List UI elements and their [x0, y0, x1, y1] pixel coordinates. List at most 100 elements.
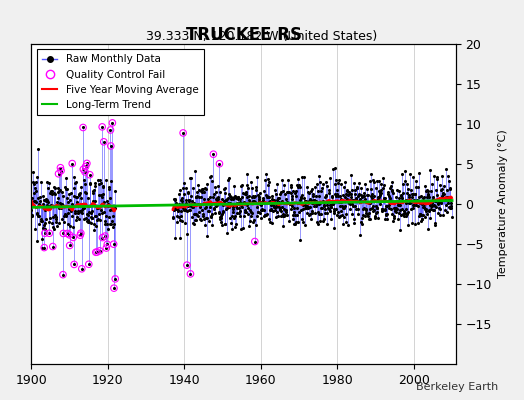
Point — [302, 198, 310, 204]
Point — [412, 178, 420, 184]
Point — [188, 214, 196, 220]
Point — [380, 195, 389, 202]
Point — [188, 198, 196, 204]
Point — [247, 213, 255, 220]
Point — [210, 190, 218, 197]
Point — [254, 209, 263, 215]
Point — [36, 203, 45, 209]
Point — [307, 188, 315, 194]
Point — [30, 185, 39, 192]
Point — [179, 130, 187, 136]
Point — [81, 169, 89, 175]
Point — [388, 186, 397, 193]
Point — [110, 241, 118, 247]
Point — [355, 180, 363, 186]
Point — [101, 233, 109, 239]
Point — [106, 127, 115, 133]
Point — [108, 120, 116, 126]
Point — [336, 199, 345, 206]
Point — [268, 192, 276, 199]
Point — [89, 188, 97, 194]
Point — [50, 190, 59, 196]
Point — [81, 181, 89, 187]
Point — [241, 207, 249, 213]
Point — [106, 206, 114, 213]
Point — [205, 218, 213, 224]
Point — [252, 187, 260, 193]
Point — [41, 230, 49, 236]
Point — [318, 185, 326, 192]
Point — [199, 196, 208, 202]
Point — [337, 195, 345, 202]
Point — [97, 207, 105, 213]
Point — [398, 171, 406, 178]
Point — [270, 187, 279, 193]
Point — [441, 195, 449, 202]
Point — [255, 189, 264, 196]
Point — [335, 214, 343, 220]
Point — [446, 185, 455, 192]
Point — [446, 200, 455, 206]
Point — [436, 206, 444, 212]
Point — [172, 206, 181, 212]
Point — [372, 185, 380, 191]
Point — [233, 210, 241, 216]
Point — [406, 197, 414, 204]
Point — [72, 194, 80, 200]
Point — [174, 201, 183, 208]
Point — [365, 200, 374, 206]
Point — [293, 184, 302, 190]
Point — [279, 188, 287, 194]
Point — [325, 175, 334, 181]
Point — [367, 195, 376, 201]
Point — [181, 206, 190, 212]
Point — [439, 190, 447, 196]
Point — [250, 217, 259, 223]
Point — [224, 174, 233, 181]
Point — [333, 212, 341, 218]
Point — [322, 192, 330, 198]
Point — [320, 203, 328, 209]
Point — [372, 203, 380, 209]
Point — [402, 197, 410, 203]
Point — [345, 191, 353, 197]
Point — [289, 216, 297, 222]
Point — [244, 184, 252, 191]
Point — [111, 188, 119, 194]
Point — [425, 208, 434, 214]
Point — [33, 174, 41, 180]
Point — [30, 190, 38, 196]
Point — [215, 189, 224, 195]
Point — [193, 188, 201, 195]
Point — [35, 221, 43, 227]
Point — [29, 201, 38, 208]
Point — [389, 200, 397, 206]
Point — [244, 205, 253, 211]
Point — [219, 202, 227, 208]
Point — [238, 204, 247, 211]
Point — [251, 192, 259, 199]
Point — [210, 206, 219, 212]
Point — [336, 203, 344, 209]
Point — [57, 205, 65, 211]
Point — [94, 177, 103, 183]
Point — [201, 205, 209, 211]
Point — [377, 190, 386, 196]
Point — [257, 206, 266, 212]
Point — [213, 183, 222, 190]
Point — [404, 208, 412, 215]
Point — [228, 204, 237, 210]
Point — [362, 207, 370, 213]
Point — [225, 191, 234, 198]
Point — [214, 195, 222, 202]
Point — [99, 184, 107, 191]
Point — [221, 190, 229, 196]
Point — [32, 210, 41, 216]
Point — [367, 186, 375, 192]
Point — [333, 187, 342, 193]
Point — [342, 210, 350, 217]
Point — [56, 199, 64, 206]
Point — [441, 206, 450, 213]
Point — [289, 188, 298, 194]
Point — [60, 219, 69, 226]
